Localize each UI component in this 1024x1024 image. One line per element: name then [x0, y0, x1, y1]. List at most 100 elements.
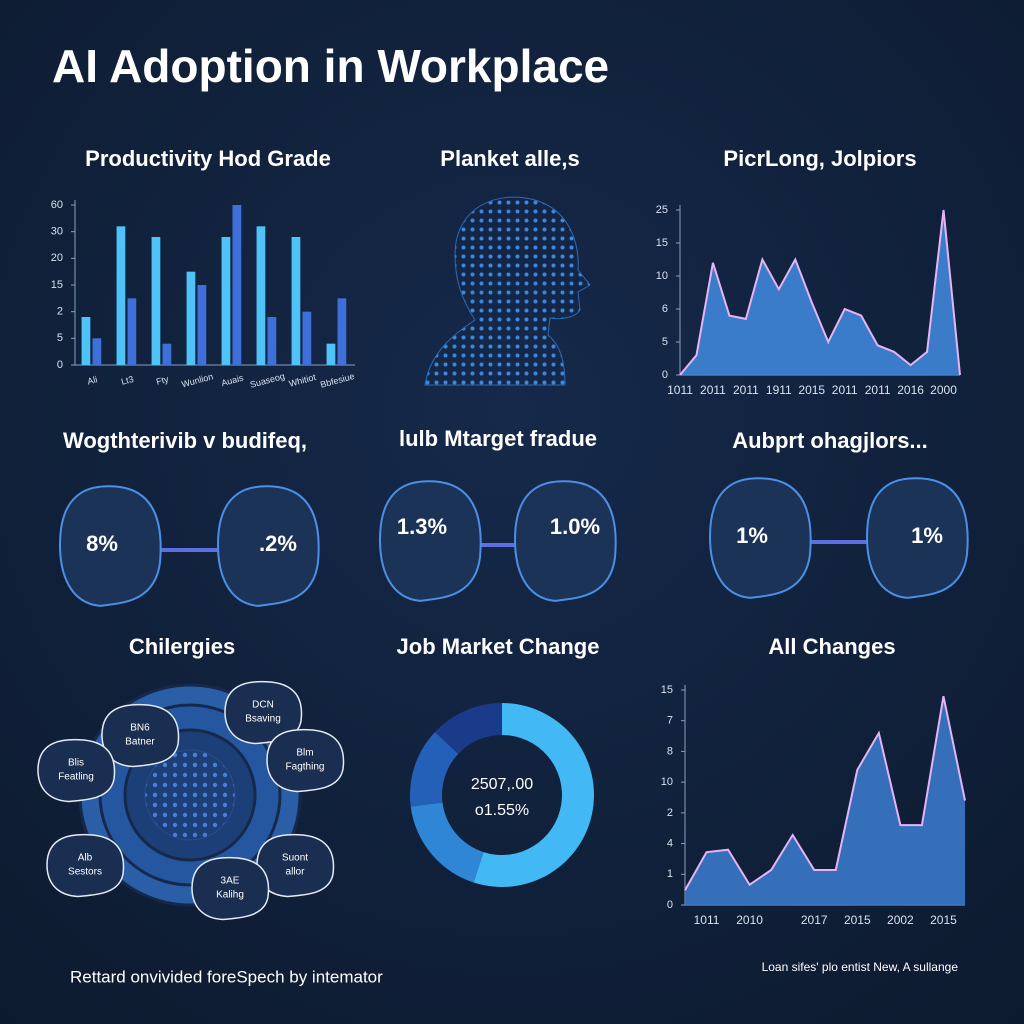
stat-value: 1%	[736, 523, 768, 548]
x-tick-label: 1911	[766, 383, 792, 397]
bubble-label: Alb	[78, 853, 93, 864]
bar	[116, 226, 126, 365]
bubble-label: Bsaving	[245, 714, 281, 725]
label-bubble	[101, 703, 180, 768]
y-tick-label: 15	[661, 684, 673, 696]
y-tick-label: 30	[51, 226, 63, 238]
y-tick-label: 1	[667, 868, 673, 880]
y-tick-label: 10	[656, 270, 668, 282]
y-tick-label: 15	[51, 279, 63, 291]
y-tick-label: 2	[57, 306, 63, 318]
chart-title: PicrLong, Jolpiors	[723, 146, 916, 171]
x-tick-label: 2000	[930, 383, 957, 397]
x-tick-label: 1011	[667, 383, 693, 397]
x-tick-label: 2017	[801, 913, 828, 927]
core	[144, 749, 236, 841]
x-tick-label: 2011	[733, 383, 759, 397]
panel-title: lulb Mtarget fradue	[399, 426, 597, 451]
x-tick-label: 2011	[700, 383, 726, 397]
donut-center-text: 2507,.00	[471, 776, 533, 793]
stat-value: 1.0%	[550, 514, 600, 539]
bubble-label: 3AE	[221, 876, 240, 887]
footer-left: Rettard onvivided foreSpech by intemator	[70, 967, 383, 986]
label-bubble	[191, 856, 270, 921]
bar	[256, 226, 266, 365]
y-tick-label: 7	[667, 715, 673, 727]
y-tick-label: 0	[662, 369, 668, 381]
bubble-label: DCN	[252, 700, 274, 711]
label-bubble	[256, 833, 335, 898]
donut-center-text: o1.55%	[475, 802, 529, 819]
chart-title: Productivity Hod Grade	[85, 146, 331, 171]
x-tick-label: 2015	[798, 383, 825, 397]
bar	[186, 271, 196, 365]
bar	[291, 237, 301, 365]
stat-value: 8%	[86, 531, 118, 556]
label-bubble	[224, 680, 303, 745]
x-tick-label: Lt3	[120, 374, 135, 387]
page-title: AI Adoption in Workplace	[52, 40, 609, 92]
donut-segment	[410, 732, 459, 807]
illustration-title: Planket alle,s	[440, 146, 579, 171]
bubble-label: Fagthing	[286, 762, 325, 773]
stat-blob	[865, 477, 969, 599]
y-tick-label: 8	[667, 745, 673, 757]
y-tick-label: 5	[57, 332, 63, 344]
y-tick-label: 2	[667, 807, 673, 819]
bubble-label: allor	[286, 867, 306, 878]
y-tick-label: 25	[656, 204, 668, 216]
y-tick-label: 6	[662, 303, 668, 315]
stat-blob	[378, 480, 482, 602]
stat-blob	[216, 485, 320, 607]
x-tick-label: 1011	[694, 913, 720, 927]
bar	[337, 298, 347, 365]
line	[679, 209, 961, 376]
bar	[81, 317, 91, 365]
bubble-label: Sestors	[68, 867, 102, 878]
x-tick-label: 2015	[844, 913, 871, 927]
stat-blob	[708, 477, 812, 599]
label-bubble	[37, 738, 116, 803]
bubble-label: BN6	[130, 723, 150, 734]
bar	[92, 338, 102, 365]
x-tick-label: Ali	[86, 374, 98, 386]
panel-title: Chilergies	[129, 634, 235, 659]
footer-right: Loan sifes' plo entist New, A sullange	[762, 960, 959, 974]
x-tick-label: 2002	[887, 913, 914, 927]
bubble-label: Batner	[125, 737, 155, 748]
x-tick-label: 2016	[897, 383, 924, 397]
y-tick-label: 5	[662, 336, 668, 348]
x-tick-label: 2015	[930, 913, 957, 927]
bubble-label: Kalihg	[216, 890, 244, 901]
area	[680, 210, 960, 375]
bar	[221, 237, 231, 365]
bubble-label: Suont	[282, 853, 308, 864]
bar	[232, 205, 242, 365]
bar	[197, 285, 207, 365]
bar	[267, 317, 277, 365]
x-tick-label: 2011	[865, 383, 891, 397]
chart-title: Job Market Change	[397, 634, 600, 659]
bar	[326, 343, 336, 365]
bubble-label: Blis	[68, 758, 84, 769]
y-tick-label: 10	[661, 776, 673, 788]
label-bubble	[266, 728, 345, 793]
x-tick-label: Fty	[155, 374, 170, 387]
panel-title: Wogthterivib v budifeq,	[63, 428, 307, 453]
y-tick-label: 15	[656, 237, 668, 249]
bubble-label: Blm	[296, 748, 313, 759]
y-tick-label: 20	[51, 252, 63, 264]
bar	[151, 237, 161, 365]
head-illustration	[424, 196, 591, 386]
stat-blob	[58, 485, 162, 607]
donut-segment	[473, 703, 595, 888]
area	[685, 696, 965, 905]
y-tick-label: 0	[667, 899, 673, 911]
donut-segment	[434, 703, 502, 754]
stat-value: 1.3%	[397, 514, 447, 539]
chart-title: All Changes	[768, 634, 895, 659]
x-tick-label: 2010	[736, 913, 763, 927]
stat-value: .2%	[259, 531, 297, 556]
bar	[127, 298, 137, 365]
